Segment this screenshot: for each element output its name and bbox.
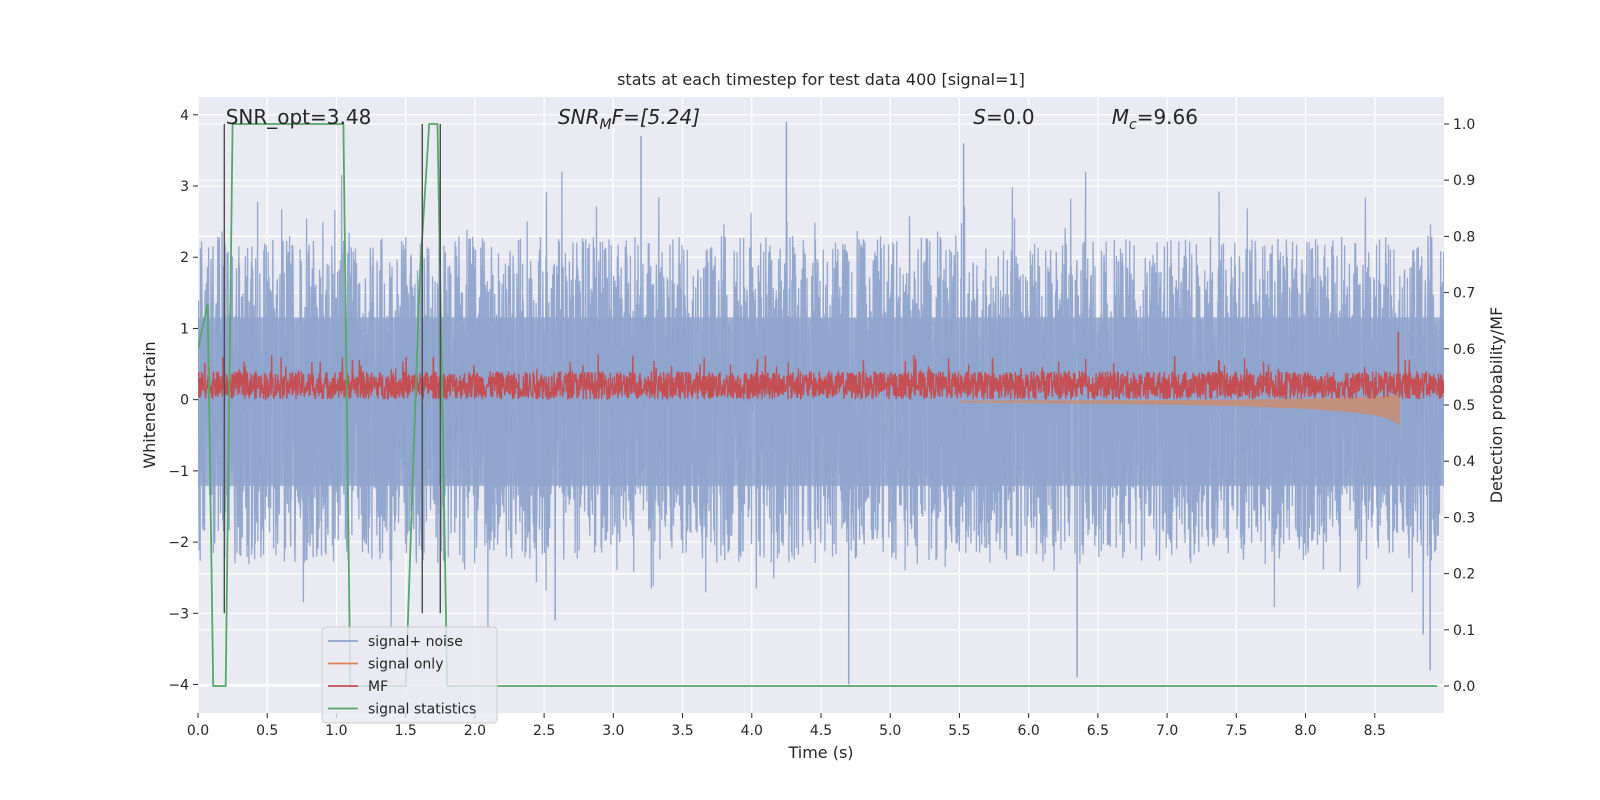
plot-clip-group: [198, 121, 1444, 687]
annotation-snr-mf-name: SNR: [558, 105, 600, 129]
annotation-s-rest: =0.0: [986, 105, 1035, 129]
y2-axis-label: Detection probability/MF: [1487, 307, 1506, 504]
y2-tick-label: 0.0: [1453, 679, 1475, 695]
y-tick-label: −3: [168, 606, 189, 622]
y-tick-label: 2: [180, 250, 189, 266]
x-tick-label: 6.5: [1087, 723, 1109, 739]
x-tick-label: 1.5: [395, 723, 417, 739]
x-tick-label: 3.0: [602, 723, 624, 739]
x-tick-label: 7.0: [1156, 723, 1178, 739]
series-mf: [198, 354, 1444, 402]
legend-entry: signal only: [368, 657, 443, 673]
annotation-mc: Mc=9.66: [1112, 105, 1198, 133]
y2-tick-label: 0.9: [1453, 173, 1475, 189]
y2-tick-label: 0.3: [1453, 510, 1475, 526]
annotation-s-name: S: [973, 105, 986, 129]
y2-tick-label: 0.5: [1453, 398, 1475, 414]
x-tick-label: 8.0: [1294, 723, 1316, 739]
annotation-snr-mf-rest: F=[5.24]: [612, 105, 700, 129]
x-tick-label: 7.5: [1225, 723, 1247, 739]
y2-tick-label: 0.1: [1453, 623, 1475, 639]
legend-entry: signal statistics: [368, 702, 476, 718]
y2-tick-label: 0.6: [1453, 342, 1475, 358]
y-tick-label: −4: [168, 678, 189, 694]
annotation-snr-opt: SNR_opt=3.48: [226, 105, 372, 129]
annotation-mc-name: M: [1112, 105, 1129, 129]
y2-tick-label: 0.8: [1453, 229, 1475, 245]
y2-tick-label: 0.4: [1453, 454, 1475, 470]
y-tick-label: 0: [180, 393, 189, 409]
y-tick-label: 3: [180, 179, 189, 195]
x-axis-label: Time (s): [787, 743, 853, 762]
x-tick-label: 4.5: [810, 723, 832, 739]
legend-entry: MF: [368, 679, 388, 695]
legend: signal+ noise signal only MF signal statist…: [321, 626, 498, 724]
y-tick-label: 1: [180, 321, 189, 337]
x-tick-label: 4.0: [741, 723, 763, 739]
y-tick-label: −1: [168, 464, 189, 480]
axes: 0.0 0.5 1.0 1.5 2.0 2.5 3.0 3.5 4.0 4.5 5.0 5.5 6.0 6…: [168, 108, 1475, 739]
y-axis-label: Whitened strain: [140, 341, 159, 468]
y-tick-label: −2: [168, 535, 189, 551]
x-tick-label: 3.5: [671, 723, 693, 739]
x-tick-label: 8.5: [1364, 723, 1386, 739]
annotation-snr-mf-sub: M: [600, 117, 612, 133]
x-tick-label: 0.5: [256, 723, 278, 739]
y2-tick-label: 0.2: [1453, 567, 1475, 583]
annotation-snr-mf: SNRMF=[5.24]: [558, 105, 700, 133]
x-tick-label: 5.5: [948, 723, 970, 739]
y2-tick-label: 1.0: [1453, 117, 1475, 133]
chart-title: stats at each timestep for test data 400…: [617, 70, 1025, 89]
x-tick-label: 6.0: [1018, 723, 1040, 739]
x-tick-label: 2.5: [533, 723, 555, 739]
x-tick-label: 1.0: [325, 723, 347, 739]
series-signal-only: [959, 393, 1400, 426]
annotation-mc-sub: c: [1129, 117, 1137, 133]
data-series: [198, 121, 1444, 687]
annotation-s: S=0.0: [973, 105, 1034, 129]
x-tick-label: 5.0: [879, 723, 901, 739]
x-tick-label: 2.0: [464, 723, 486, 739]
x-tick-label: 0.0: [187, 723, 209, 739]
y-tick-label: 4: [180, 108, 189, 124]
y2-tick-label: 0.7: [1453, 286, 1475, 302]
legend-box: [321, 626, 498, 724]
legend-entry: signal+ noise: [368, 634, 463, 650]
annotation-mc-rest: =9.66: [1137, 105, 1198, 129]
